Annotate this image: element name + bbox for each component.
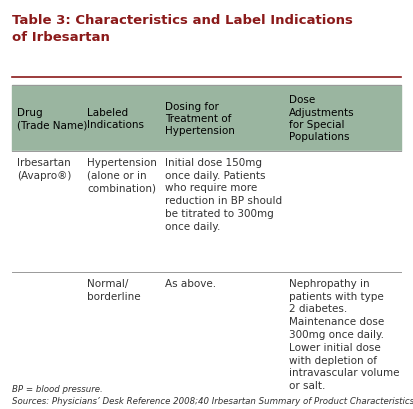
Text: Dosing for
Treatment of
Hypertension: Dosing for Treatment of Hypertension: [165, 101, 235, 136]
Text: Table 3: Characteristics and Label Indications
of Irbesartan: Table 3: Characteristics and Label Indic…: [12, 14, 353, 44]
Text: Initial dose 150mg
once daily. Patients
who require more
reduction in BP should
: Initial dose 150mg once daily. Patients …: [165, 157, 282, 231]
Bar: [12, 151, 401, 272]
Bar: [12, 86, 401, 151]
Text: Labeled
Indications: Labeled Indications: [87, 108, 144, 130]
Text: As above.: As above.: [165, 278, 216, 288]
Bar: [12, 272, 401, 409]
Text: Normal/
borderline: Normal/ borderline: [87, 278, 141, 301]
Text: Drug
(Trade Name): Drug (Trade Name): [17, 108, 88, 130]
Text: Irbesartan
(Avapro®): Irbesartan (Avapro®): [17, 157, 72, 180]
Text: Nephropathy in
patients with type
2 diabetes.
Maintenance dose
300mg once daily.: Nephropathy in patients with type 2 diab…: [289, 278, 400, 390]
Text: BP = blood pressure.
Sources: Physicians’ Desk Reference 2008;40 Irbesartan Summ: BP = blood pressure. Sources: Physicians…: [12, 384, 413, 405]
Text: Hypertension
(alone or in
combination): Hypertension (alone or in combination): [87, 157, 157, 193]
Text: Dose
Adjustments
for Special
Populations: Dose Adjustments for Special Populations: [289, 95, 355, 142]
